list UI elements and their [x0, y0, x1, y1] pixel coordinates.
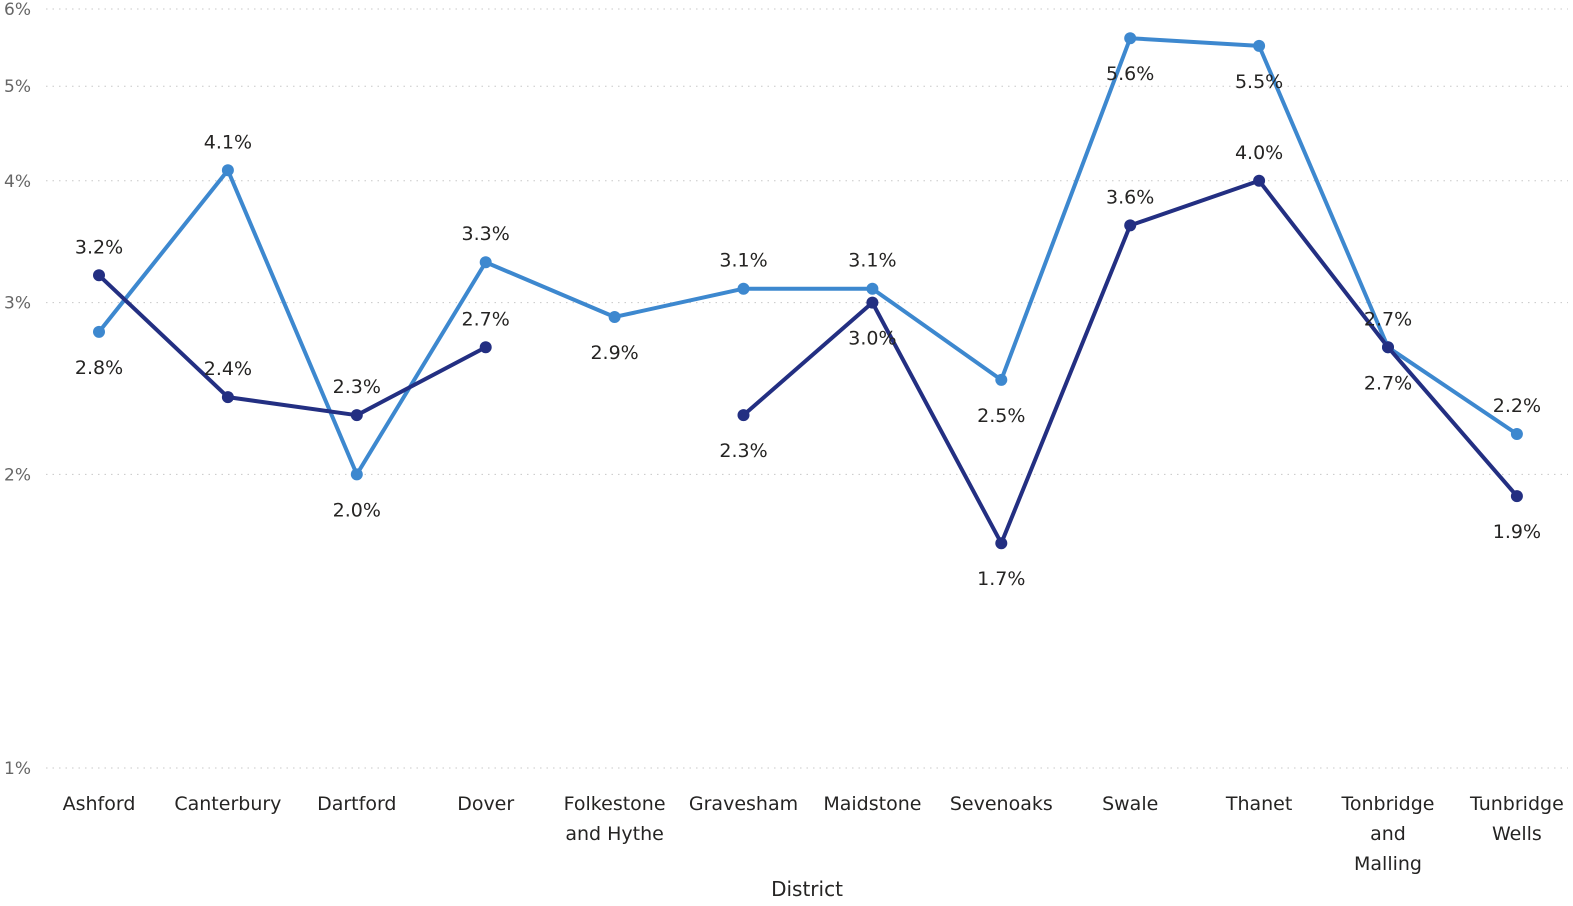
data-label: 2.3%: [333, 376, 381, 398]
y-tick-label: 1%: [4, 759, 31, 779]
data-label: 2.9%: [590, 342, 638, 364]
x-category-label: Ashford: [63, 793, 136, 815]
data-point: [737, 282, 750, 295]
x-axis-title: District: [771, 877, 843, 901]
x-category-label: Dartford: [317, 793, 396, 815]
x-category-label: Canterbury: [174, 793, 281, 815]
data-point: [1382, 341, 1394, 354]
data-point: [350, 409, 363, 422]
data-point: [1253, 39, 1266, 52]
series-line-2: [742, 178, 1519, 546]
data-point: [1124, 219, 1137, 232]
data-label: 2.3%: [719, 440, 767, 462]
x-category-label: Thanet: [1225, 793, 1292, 815]
data-label: 5.5%: [1235, 71, 1283, 93]
x-category-label: Tunbridge Wells: [1469, 793, 1564, 845]
data-label: 3.2%: [75, 236, 123, 258]
data-label: 2.0%: [333, 499, 381, 521]
y-tick-label: 3%: [4, 294, 31, 314]
data-point: [1510, 490, 1523, 503]
data-label: 3.3%: [462, 223, 510, 245]
data-label: 1.9%: [1493, 521, 1541, 543]
x-category-label: Folkestone and Hythe: [564, 793, 666, 845]
data-point: [350, 468, 363, 481]
data-point: [866, 282, 879, 295]
series-points: [93, 32, 1523, 550]
data-label: 5.6%: [1106, 63, 1154, 85]
x-category-label: Tonbridge and Malling: [1340, 793, 1434, 875]
series-lines: [97, 36, 1519, 546]
data-labels: 2.8% 4.1% 2.0% 3.3% 2.9% 3.1% 3.1% 2.5% 5.6% 5.5%…: [75, 63, 1541, 590]
data-label: 4.0%: [1235, 142, 1283, 164]
x-category-label: Dover: [457, 793, 514, 815]
data-label: 3.1%: [719, 250, 767, 272]
data-point: [221, 391, 234, 404]
data-point: [737, 409, 750, 422]
y-tick-label: 4%: [4, 172, 31, 192]
data-point: [1253, 174, 1266, 187]
x-category-label: Swale: [1102, 793, 1158, 815]
data-point: [93, 269, 105, 282]
data-label: 3.1%: [848, 250, 896, 272]
y-tick-label: 5%: [4, 77, 31, 97]
y-tick-label: 6%: [4, 0, 31, 20]
data-point: [1124, 32, 1137, 45]
y-axis-ticks: 1% 2% 3% 4% 5% 6%: [4, 0, 31, 779]
x-category-label: Maidstone: [823, 793, 921, 815]
x-axis-categories: Ashford Canterbury Dartford Dover Folkestone…: [63, 793, 1564, 875]
data-point: [995, 373, 1008, 386]
data-point: [479, 341, 492, 354]
data-label: 2.8%: [75, 357, 123, 379]
data-label: 4.1%: [204, 131, 252, 153]
data-label: 3.6%: [1106, 186, 1154, 208]
data-point: [479, 256, 492, 269]
x-category-label: Gravesham: [689, 793, 798, 815]
data-label: 1.7%: [977, 568, 1025, 590]
gridlines: [46, 8, 1568, 769]
data-label: 2.7%: [1364, 372, 1412, 394]
data-point: [608, 310, 621, 323]
data-label: 3.0%: [848, 328, 896, 350]
data-point: [93, 325, 105, 338]
series-line-1: [97, 36, 1519, 477]
data-label: 2.7%: [462, 308, 510, 330]
data-label: 2.7%: [1364, 308, 1412, 330]
data-label: 2.2%: [1493, 395, 1541, 417]
data-point: [221, 164, 234, 177]
data-point: [1510, 428, 1523, 441]
series-line-2: [97, 273, 487, 418]
data-point: [866, 296, 879, 309]
x-category-label: Sevenoaks: [950, 793, 1053, 815]
data-point: [995, 537, 1008, 550]
data-label: 2.4%: [204, 358, 252, 380]
y-tick-label: 2%: [4, 465, 31, 485]
data-label: 2.5%: [977, 405, 1025, 427]
